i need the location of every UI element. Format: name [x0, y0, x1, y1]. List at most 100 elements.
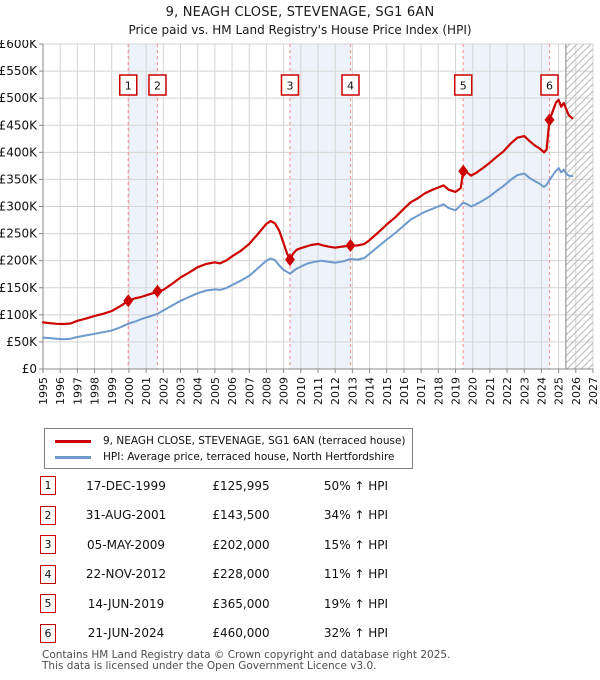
- x-tick-label: 1998: [89, 377, 102, 405]
- sale-hpi-delta: 15% ↑ HPI: [323, 537, 389, 552]
- sale-number-text: 6: [546, 80, 553, 93]
- chart-subtitle: Price paid vs. HM Land Registry's House …: [128, 23, 472, 37]
- x-tick-label: 2008: [260, 377, 273, 405]
- x-tick-label: 2017: [415, 377, 428, 405]
- price-history-chart: £0 £50K £100K £150K £200K £250K £300K £350K £400…: [0, 40, 600, 405]
- sale-price: £228,000: [212, 567, 270, 582]
- sale-marker-diamond: [544, 113, 555, 127]
- property-series-line: [41, 98, 574, 326]
- x-tick-label: 2006: [226, 377, 239, 405]
- sale-price: £143,500: [212, 508, 270, 523]
- y-tick-label: £200K: [0, 254, 38, 268]
- x-tick-label: 2025: [553, 377, 566, 405]
- sale-number-labels: 1 2 3 4 5 6: [119, 74, 559, 96]
- sale-number-box: [453, 74, 473, 96]
- y-tick-label: £100K: [0, 308, 38, 322]
- property-line: [41, 98, 574, 326]
- sale-price: £460,000: [212, 626, 270, 641]
- sale-table-row: 2 31-AUG-2001 £143,500 34% ↑ HPI: [40, 501, 480, 531]
- sale-number-text: 4: [347, 80, 354, 93]
- sale-marker-diamond: [152, 284, 163, 298]
- x-tick-label: 2009: [278, 377, 291, 405]
- sale-number-badge: 6: [40, 623, 56, 643]
- sale-number-badge: 3: [40, 535, 56, 555]
- future-hatch: [565, 44, 593, 369]
- x-tick-label: 2005: [209, 377, 222, 405]
- sale-number-badge: 5: [40, 594, 56, 614]
- legend-label: 9, NEAGH CLOSE, STEVENAGE, SG1 6AN (terr…: [103, 435, 406, 447]
- x-tick-label: 2016: [398, 377, 411, 405]
- x-tick-label: 2002: [157, 377, 170, 405]
- sales-table: 1 17-DEC-1999 £125,995 50% ↑ HPI 2 31-AUG-200…: [40, 471, 480, 648]
- sale-number-badge: 4: [40, 564, 56, 584]
- sale-hpi-delta: 34% ↑ HPI: [323, 508, 389, 523]
- y-tick-label: £50K: [6, 335, 38, 349]
- x-axis-labels: 1995 1996 1997 1998 1999 2000 2001 2002 2003 2004…: [37, 377, 600, 405]
- footer-line-1: Contains HM Land Registry data © Crown c…: [42, 649, 451, 661]
- x-tick-label: 2014: [364, 377, 377, 405]
- hpi-line-swatch: [55, 455, 91, 459]
- x-tick-label: 2023: [518, 377, 531, 405]
- x-tick-label: 2010: [295, 377, 308, 405]
- sale-number-text: 2: [154, 80, 161, 93]
- x-tick-label: 2004: [192, 377, 205, 405]
- sale-price: £202,000: [212, 537, 270, 552]
- sale-number-badge: 1: [40, 476, 56, 496]
- sale-number-text: 1: [125, 80, 132, 93]
- sale-number-box: [540, 74, 559, 96]
- hpi-series-line: [42, 167, 574, 341]
- x-tick-label: 2019: [450, 377, 463, 405]
- x-tick-label: 2022: [501, 377, 514, 405]
- y-tick-label: £600K: [0, 40, 38, 51]
- legend-label: HPI: Average price, terraced house, Nort…: [103, 451, 395, 463]
- sale-hpi-delta: 11% ↑ HPI: [323, 567, 389, 582]
- sale-table-row: 3 05-MAY-2009 £202,000 15% ↑ HPI: [40, 530, 480, 560]
- x-tick-label: 2027: [587, 377, 600, 405]
- sale-number-text: 5: [460, 80, 467, 93]
- sale-number-text: 3: [286, 80, 293, 93]
- sale-number-box: [119, 74, 138, 96]
- sale-date: 14-JUN-2019: [87, 596, 165, 611]
- y-tick-label: £500K: [0, 91, 38, 105]
- y-tick-label: £300K: [0, 200, 38, 214]
- x-tick-label: 2000: [123, 377, 136, 405]
- sale-date: 05-MAY-2009: [86, 537, 165, 552]
- sale-marker-diamond: [345, 239, 356, 252]
- y-axis-labels: £0 £50K £100K £150K £200K £250K £300K £350K £400…: [0, 40, 38, 376]
- y-tick-label: £0: [22, 362, 37, 376]
- y-tick-label: £400K: [0, 145, 38, 159]
- future-hatch-region: [565, 44, 593, 369]
- chart-title: 9, NEAGH CLOSE, STEVENAGE, SG1 6AN: [165, 5, 435, 20]
- x-tick-label: 1996: [54, 377, 67, 405]
- x-tick-label: 2024: [535, 377, 548, 405]
- sale-number-box: [280, 74, 300, 96]
- sale-table-row: 6 21-JUN-2024 £460,000 32% ↑ HPI: [40, 619, 480, 649]
- x-tick-label: 2013: [346, 377, 359, 405]
- license-footer: Contains HM Land Registry data © Crown c…: [42, 650, 450, 672]
- y-tick-label: £150K: [0, 281, 38, 295]
- sale-hpi-delta: 50% ↑ HPI: [323, 478, 389, 493]
- legend-row: 9, NEAGH CLOSE, STEVENAGE, SG1 6AN (terr…: [55, 433, 408, 449]
- chart-legend: 9, NEAGH CLOSE, STEVENAGE, SG1 6AN (terr…: [44, 428, 413, 469]
- sale-number-box: [148, 74, 167, 96]
- sale-date: 17-DEC-1999: [86, 478, 166, 493]
- y-tick-label: £350K: [0, 172, 38, 186]
- x-tick-label: 2026: [570, 377, 583, 405]
- x-tick-label: 2020: [467, 377, 480, 405]
- sale-table-row: 1 17-DEC-1999 £125,995 50% ↑ HPI: [40, 471, 480, 501]
- sale-date-lines: [127, 44, 551, 369]
- sale-number-badge: 2: [40, 505, 56, 525]
- sale-table-row: 5 14-JUN-2019 £365,000 19% ↑ HPI: [40, 589, 480, 619]
- sale-hpi-delta: 19% ↑ HPI: [323, 596, 389, 611]
- y-tick-label: £250K: [0, 227, 38, 241]
- hpi-line: [42, 167, 574, 341]
- sale-marker-diamond: [458, 164, 469, 178]
- sale-number-box: [341, 74, 360, 96]
- y-tick-label: £550K: [0, 64, 38, 78]
- grid-lines: [42, 43, 594, 370]
- y-tick-label: £450K: [0, 118, 38, 132]
- x-tick-label: 2018: [432, 377, 445, 405]
- sale-date: 22-NOV-2012: [85, 567, 167, 582]
- x-tick-label: 2015: [381, 377, 394, 405]
- property-line-swatch: [55, 439, 91, 443]
